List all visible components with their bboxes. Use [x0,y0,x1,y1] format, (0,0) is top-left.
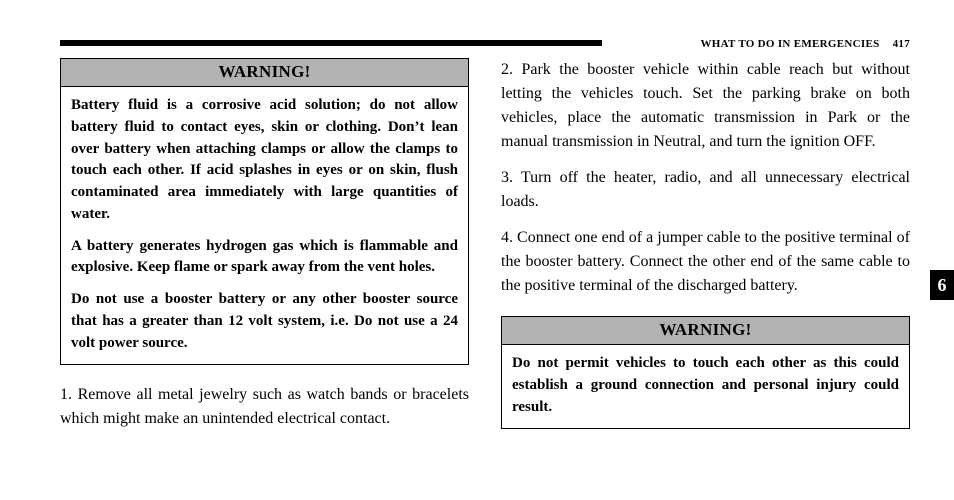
warning-heading: WARNING! [502,317,909,345]
step-text: 3. Turn off the heater, radio, and all u… [501,166,910,214]
right-column: 2. Park the booster vehicle within cable… [501,58,910,470]
section-title: WHAT TO DO IN EMERGENCIES [700,38,879,50]
manual-page: WHAT TO DO IN EMERGENCIES 417 WARNING! B… [0,0,954,500]
left-column: WARNING! Battery fluid is a corrosive ac… [60,58,469,470]
warning-paragraph: Do not permit vehicles to touch each oth… [512,353,899,418]
section-thumb-tab: 6 [930,270,954,300]
warning-heading: WARNING! [61,59,468,87]
running-header: WHAT TO DO IN EMERGENCIES 417 [602,38,910,50]
two-column-layout: WARNING! Battery fluid is a corrosive ac… [60,58,910,470]
warning-paragraph: A battery generates hydrogen gas which i… [71,236,458,280]
step-text: 1. Remove all metal jewelry such as watc… [60,383,469,431]
page-number: 417 [893,38,910,50]
warning-box: WARNING! Do not permit vehicles to touch… [501,316,910,429]
step-text: 2. Park the booster vehicle within cable… [501,58,910,154]
warning-box: WARNING! Battery fluid is a corrosive ac… [60,58,469,365]
warning-paragraph: Battery fluid is a corrosive acid soluti… [71,95,458,226]
warning-paragraph: Do not use a booster battery or any othe… [71,289,458,354]
thumb-tab-label: 6 [938,275,947,295]
step-text: 4. Connect one end of a jumper cable to … [501,226,910,298]
warning-body: Do not permit vehicles to touch each oth… [502,345,909,428]
warning-body: Battery fluid is a corrosive acid soluti… [61,87,468,364]
